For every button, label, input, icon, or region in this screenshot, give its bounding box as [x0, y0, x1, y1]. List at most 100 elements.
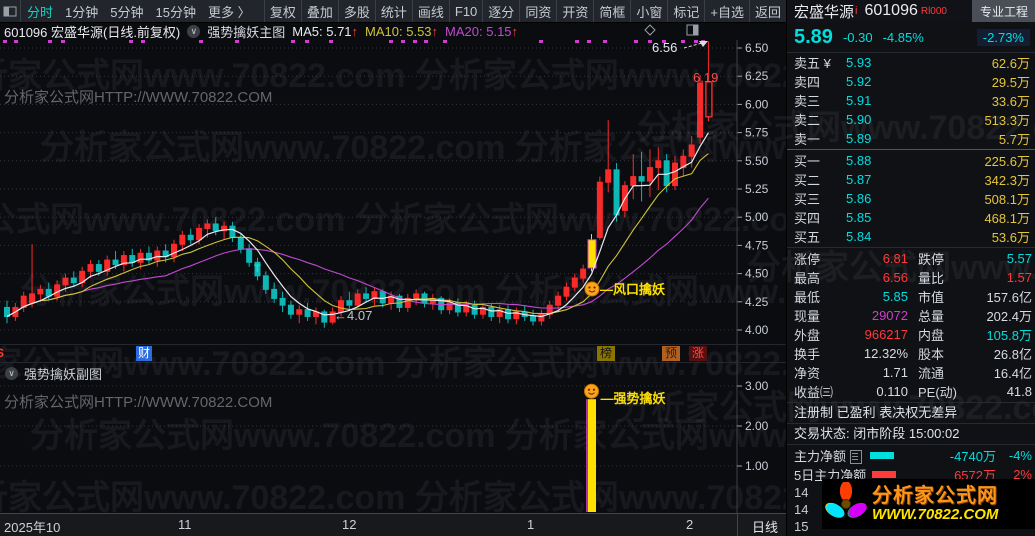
document-icon[interactable]: [850, 449, 863, 464]
buy-row-0[interactable]: 买一 5.88 225.6万: [787, 151, 1035, 170]
toolbar-button-1[interactable]: 叠加: [300, 0, 338, 22]
logo-url: WWW.70822.COM: [872, 505, 999, 523]
main-indicator-name[interactable]: 强势擒妖主图: [207, 24, 286, 40]
price-change: -0.30: [842, 30, 873, 45]
buy-label: 买三: [794, 192, 821, 207]
symbol-title: 601096 宏盛华源(日线.前复权): [4, 24, 181, 40]
tab-period-4[interactable]: 更多 〉: [207, 4, 251, 20]
sell-row-1[interactable]: 卖四 5.92 29.5万: [787, 72, 1035, 91]
ma10-readout: MA10: 5.53↑: [365, 23, 439, 39]
toolbar-button-7[interactable]: 同资: [519, 0, 556, 22]
tab-period-1[interactable]: 1分钟: [65, 4, 99, 20]
tab-period-0[interactable]: 分时: [27, 4, 54, 20]
buy-row-3[interactable]: 买四 5.85 468.1万: [787, 208, 1035, 227]
sell-row-2[interactable]: 卖三 5.91 33.6万: [787, 91, 1035, 110]
main-net-value: -4740万: [949, 449, 996, 464]
sell-price: 5.91: [846, 93, 872, 108]
stat-value: 29072: [871, 308, 908, 323]
sell-volume: 33.6万: [991, 94, 1030, 109]
period-label[interactable]: 日线: [752, 520, 779, 535]
toolbar-button-2[interactable]: 多股: [337, 0, 375, 22]
axis-month-label-1: 11: [178, 517, 192, 532]
buy-row-4[interactable]: 买五 5.84 53.6万: [787, 227, 1035, 246]
split-window-icon[interactable]: [0, 0, 21, 22]
buy-volume: 225.6万: [984, 154, 1030, 169]
stat-label: 外盘: [794, 328, 821, 343]
svg-text:2.00: 2.00: [745, 419, 769, 433]
divider: [787, 402, 1035, 403]
top-toolbar: 分时 1分钟 5分钟 15分钟 更多 〉 复权 叠加 多股 统计 画线 F10 逐分 同资 开资 简框 小窗…: [0, 0, 786, 23]
industry-tag[interactable]: 专业工程: [971, 0, 1035, 22]
toolbar-button-8[interactable]: 开资: [556, 0, 593, 22]
strip-marker-finance[interactable]: 财: [136, 346, 152, 361]
strip-marker-rank[interactable]: 榜: [597, 346, 615, 361]
toolbar-button-13[interactable]: 返回: [748, 0, 786, 22]
subchart-header: ∨ 强势擒妖副图: [5, 364, 102, 383]
tick-time-0: 14: [794, 485, 809, 500]
divider: [787, 444, 1035, 445]
sell-row-0[interactable]: 卖五 ¥ 5.93 62.6万: [787, 53, 1035, 72]
toolbar-button-12[interactable]: +自选: [704, 0, 749, 22]
stat-value: 966217: [864, 327, 908, 342]
tick-time-1: 14: [794, 502, 809, 517]
stat-value: 0.110: [876, 384, 908, 399]
divider: [787, 423, 1035, 424]
toolbar-button-10[interactable]: 小窗: [630, 0, 667, 22]
info-mine-icon[interactable]: i: [855, 5, 858, 17]
tab-period-2[interactable]: 5分钟: [110, 4, 144, 20]
buy-label: 买五: [794, 230, 821, 245]
diamond-icon[interactable]: [644, 24, 656, 36]
toolbar-button-11[interactable]: 标记: [667, 0, 704, 22]
red-swatch: [872, 471, 897, 478]
tab-period-3[interactable]: 15分钟: [155, 4, 196, 20]
svg-text:6.25: 6.25: [745, 69, 769, 83]
axis-month-label-4: 2: [686, 517, 694, 532]
time-axis-bar: 2025年10 11 12 1 2 日线: [0, 513, 786, 536]
axis-month-label-3: 1: [527, 517, 535, 532]
stat-row-0: 涨停 6.81 跌停 5.57: [787, 249, 1035, 268]
stat-label: 股本: [918, 347, 945, 362]
subchart-indicator-name[interactable]: 强势擒妖副图: [24, 367, 103, 382]
smiley-signal-icon: [584, 383, 599, 399]
svg-text:6.50: 6.50: [745, 41, 769, 55]
buy-row-1[interactable]: 买二 5.87 342.3万: [787, 170, 1035, 189]
tick-time-2: 15: [794, 519, 809, 534]
secondary-pct-badge: -2.73%: [976, 29, 1030, 46]
buy-price: 5.88: [846, 153, 872, 168]
buy-price: 5.87: [846, 172, 872, 187]
stat-value: 6.56: [882, 270, 908, 285]
stat-value: 1.71: [882, 365, 908, 380]
stat-value: 5.57: [1006, 251, 1032, 266]
stat-value: 202.4万: [986, 309, 1032, 324]
toolbar-button-4[interactable]: 画线: [411, 0, 449, 22]
candlestick-chart-canvas[interactable]: 6.50 6.25 6.00 5.75 5.50 5.25 5.00 4.75 4.50 4.25…: [0, 0, 786, 536]
sell-row-3[interactable]: 卖二 5.90 513.3万: [787, 110, 1035, 129]
stock-code: 601096: [864, 2, 918, 19]
stat-row-7: 收益㈢ 0.110 PE(动) 41.8: [787, 382, 1035, 401]
svg-text:5.25: 5.25: [745, 182, 769, 196]
toolbar-button-3[interactable]: 统计: [374, 0, 412, 22]
sell-price: 5.93: [846, 55, 872, 70]
split-pane-icon[interactable]: [686, 24, 699, 36]
buy-row-2[interactable]: 买三 5.86 508.1万: [787, 189, 1035, 208]
stat-value: 26.8亿: [993, 347, 1032, 362]
chevron-down-icon[interactable]: ∨: [187, 24, 201, 38]
stock-name: 宏盛华源: [794, 3, 855, 21]
ma20-readout: MA20: 5.15↑: [445, 23, 519, 39]
sell-row-4[interactable]: 卖一 5.89 5.7万: [787, 129, 1035, 148]
toolbar-button-0[interactable]: 复权: [263, 0, 301, 22]
strip-marker-rise[interactable]: 涨: [689, 346, 707, 361]
strip-marker-forecast[interactable]: 预: [662, 346, 680, 361]
price-row: 5.89 -0.30 -4.85% -2.73%: [787, 22, 1035, 53]
stat-value: 5.85: [882, 289, 908, 304]
stat-row-5: 换手 12.32% 股本 26.8亿: [787, 344, 1035, 363]
toolbar-button-9[interactable]: 简框: [593, 0, 630, 22]
toolbar-button-6[interactable]: 逐分: [482, 0, 519, 22]
main-net-pct: -4%: [1008, 448, 1032, 463]
buy-volume: 468.1万: [984, 211, 1030, 226]
stats-grid: 涨停 6.81 跌停 5.57 最高 6.56 量比 1.57 最低 5.85 市值 157.6亿 现量…: [787, 249, 1035, 401]
chevron-down-icon[interactable]: ∨: [5, 367, 18, 380]
stat-row-1: 最高 6.56 量比 1.57: [787, 268, 1035, 287]
stat-label: 市值: [918, 290, 945, 305]
toolbar-button-5[interactable]: F10: [448, 0, 482, 22]
